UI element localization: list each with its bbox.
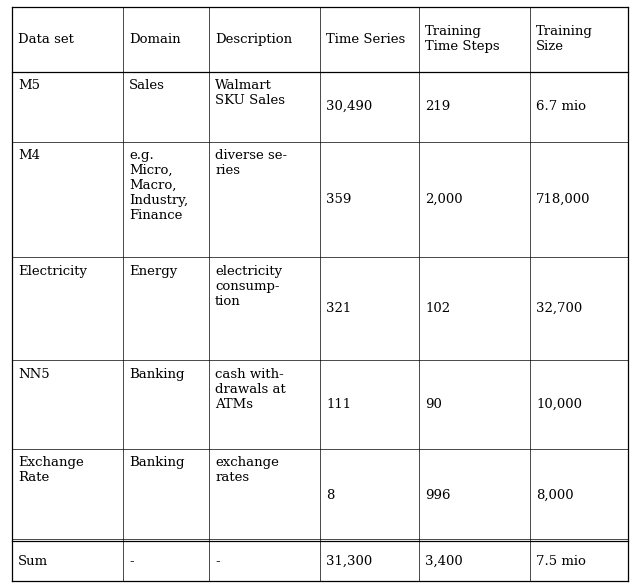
Text: e.g.
Micro,
Macro,
Industry,
Finance: e.g. Micro, Macro, Industry, Finance (129, 149, 188, 222)
Text: Description: Description (215, 33, 292, 46)
Text: 102: 102 (425, 302, 450, 315)
Text: Data set: Data set (18, 33, 74, 46)
Text: Banking: Banking (129, 368, 185, 381)
Text: 111: 111 (326, 398, 351, 411)
Text: 31,300: 31,300 (326, 554, 372, 568)
Text: 30,490: 30,490 (326, 100, 372, 113)
Text: 8: 8 (326, 489, 335, 502)
Text: Domain: Domain (129, 33, 181, 46)
Text: -: - (129, 554, 134, 568)
Text: 3,400: 3,400 (425, 554, 463, 568)
Text: Training
Size: Training Size (536, 25, 593, 54)
Text: 6.7 mio: 6.7 mio (536, 100, 586, 113)
Text: 219: 219 (425, 100, 450, 113)
Text: 359: 359 (326, 193, 352, 206)
Text: -: - (215, 554, 220, 568)
Text: Energy: Energy (129, 265, 177, 278)
Text: M5: M5 (18, 79, 40, 92)
Text: 321: 321 (326, 302, 351, 315)
Text: 718,000: 718,000 (536, 193, 591, 206)
Text: 7.5 mio: 7.5 mio (536, 554, 586, 568)
Text: 10,000: 10,000 (536, 398, 582, 411)
Text: Sales: Sales (129, 79, 165, 92)
Text: 2,000: 2,000 (425, 193, 463, 206)
Text: 8,000: 8,000 (536, 489, 574, 502)
Text: M4: M4 (18, 149, 40, 162)
Text: cash with-
drawals at
ATMs: cash with- drawals at ATMs (215, 368, 286, 411)
Text: 996: 996 (425, 489, 451, 502)
Text: Sum: Sum (18, 554, 48, 568)
Text: electricity
consump-
tion: electricity consump- tion (215, 265, 282, 308)
Text: Exchange
Rate: Exchange Rate (18, 456, 84, 485)
Text: Time Series: Time Series (326, 33, 406, 46)
Text: 90: 90 (425, 398, 442, 411)
Text: Electricity: Electricity (18, 265, 87, 278)
Text: exchange
rates: exchange rates (215, 456, 279, 485)
Text: NN5: NN5 (18, 368, 49, 381)
Text: Training
Time Steps: Training Time Steps (425, 25, 500, 54)
Text: 32,700: 32,700 (536, 302, 582, 315)
Text: diverse se-
ries: diverse se- ries (215, 149, 287, 177)
Text: Banking: Banking (129, 456, 185, 469)
Text: Walmart
SKU Sales: Walmart SKU Sales (215, 79, 285, 107)
